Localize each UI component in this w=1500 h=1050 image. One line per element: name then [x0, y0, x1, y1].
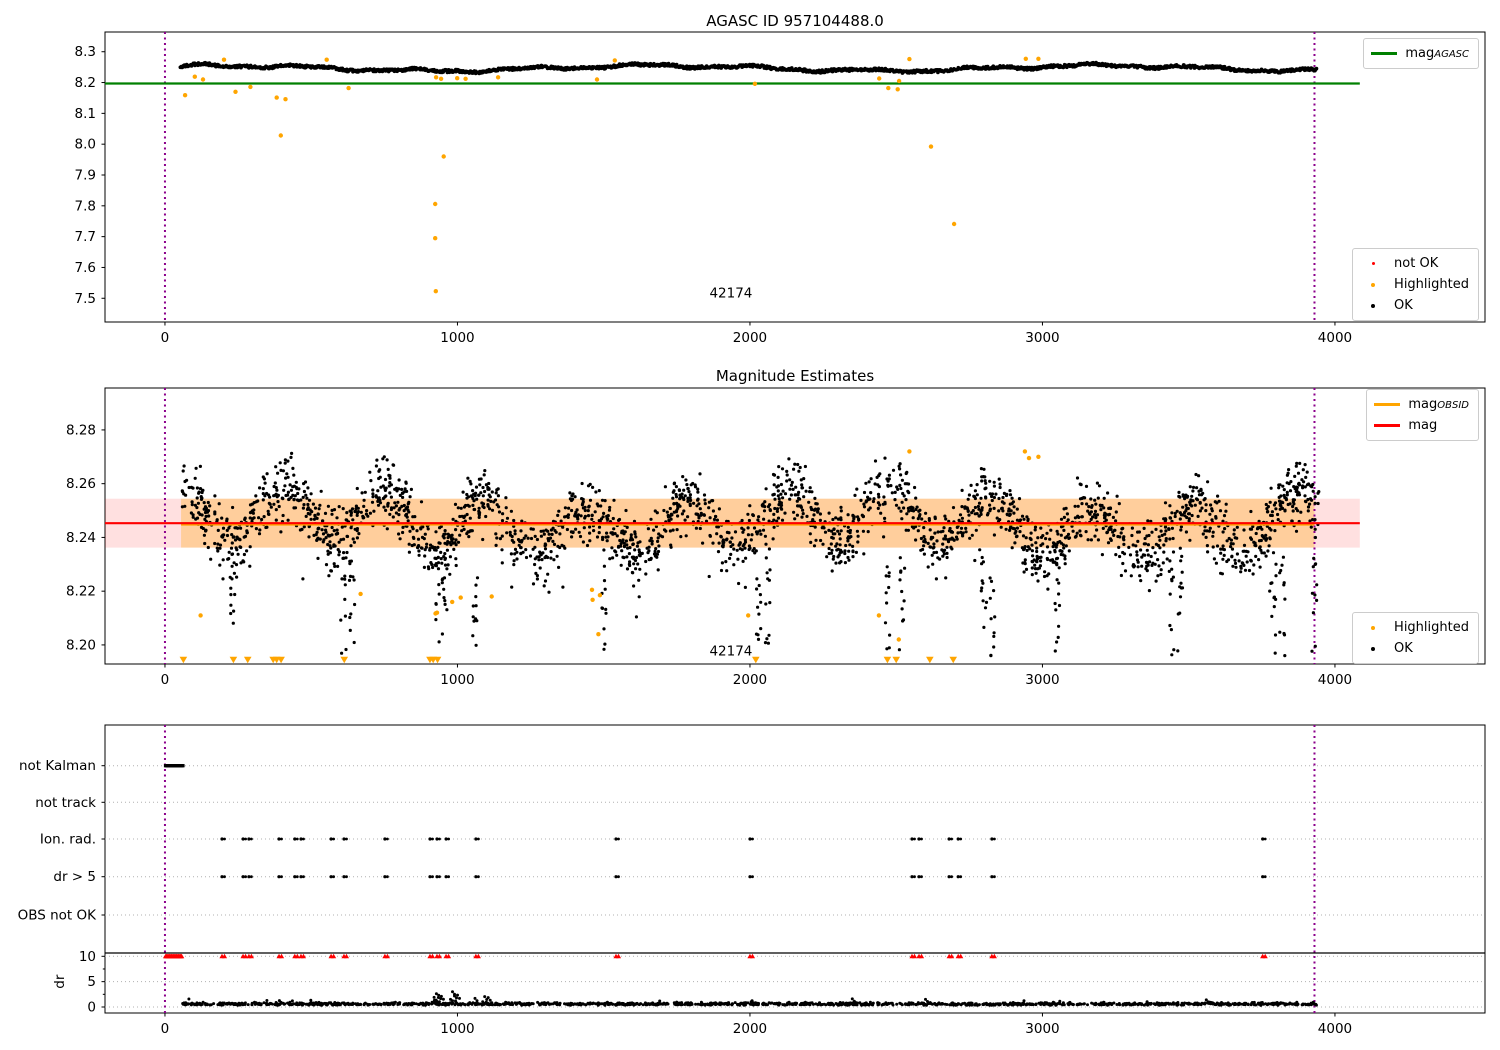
- svg-text:8.2: 8.2: [75, 75, 96, 91]
- legend-point-types-2: Highlighted OK: [1352, 612, 1479, 664]
- svg-text:3000: 3000: [1025, 672, 1059, 688]
- svg-text:8.1: 8.1: [75, 106, 96, 122]
- row-label: Ion. rad.: [40, 832, 96, 848]
- svg-text:10: 10: [79, 949, 96, 965]
- legend-mag-agasc: magAGASC: [1363, 38, 1479, 69]
- row-label: dr > 5: [53, 869, 96, 885]
- svg-text:3000: 3000: [1025, 1021, 1059, 1037]
- highlighted-points: [182, 56, 1041, 294]
- not-kalman-cluster: [163, 764, 185, 768]
- dot-swatch: [1360, 262, 1386, 265]
- legend-label: not OK: [1394, 256, 1439, 271]
- highlighted-points: [198, 449, 1041, 642]
- legend-item: not OK: [1360, 253, 1469, 274]
- line-swatch: [1374, 403, 1401, 406]
- dr-points: [181, 990, 1318, 1007]
- svg-text:2000: 2000: [733, 330, 767, 346]
- dr-axis-label: dr: [52, 974, 68, 989]
- panel-mag-estimates: 8.20 8.22 8.24 8.26 8.28 0 1000 2000 3000 4000 421…: [66, 387, 1486, 688]
- legend-label: magOBSID: [1408, 397, 1469, 412]
- svg-text:7.7: 7.7: [75, 229, 96, 245]
- ok-points: [180, 451, 1321, 658]
- dot-swatch: [1360, 646, 1386, 651]
- panel1-title: AGASC ID 957104488.0: [706, 12, 884, 30]
- svg-text:7.8: 7.8: [75, 198, 96, 214]
- panel2-title: Magnitude Estimates: [715, 367, 875, 385]
- obsid-annotation: 42174: [709, 286, 752, 302]
- svg-text:0: 0: [161, 672, 170, 688]
- svg-text:1000: 1000: [440, 330, 474, 346]
- svg-text:4000: 4000: [1318, 672, 1352, 688]
- dot-swatch: [1360, 303, 1386, 308]
- svg-text:8.3: 8.3: [75, 44, 96, 60]
- legend-label: Highlighted: [1394, 620, 1469, 635]
- ok-points: [178, 60, 1319, 76]
- row-label: not track: [35, 795, 96, 811]
- legend-item: mag: [1374, 415, 1469, 436]
- legend-label: Highlighted: [1394, 277, 1469, 292]
- svg-text:7.6: 7.6: [75, 260, 96, 276]
- svg-text:4000: 4000: [1318, 330, 1352, 346]
- dot-swatch: [1360, 625, 1386, 630]
- svg-text:2000: 2000: [733, 672, 767, 688]
- svg-text:8.28: 8.28: [66, 422, 96, 438]
- svg-text:3000: 3000: [1025, 330, 1059, 346]
- svg-text:0: 0: [161, 330, 170, 346]
- svg-text:0: 0: [87, 1000, 96, 1016]
- clipped-low-markers: [179, 656, 958, 664]
- row-label: OBS not OK: [18, 908, 98, 924]
- legend-label: OK: [1394, 641, 1413, 656]
- legend-label: OK: [1394, 298, 1413, 313]
- svg-text:8.24: 8.24: [66, 530, 96, 546]
- legend-item: OK: [1360, 295, 1469, 316]
- panel-flags: not Kalman not track Ion. rad. dr > 5 OBS no…: [18, 724, 1486, 1037]
- obsid-annotation: 42174: [709, 643, 752, 659]
- legend-item: magOBSID: [1374, 394, 1469, 415]
- svg-text:8.26: 8.26: [66, 476, 96, 492]
- flag-event-points: [220, 837, 1267, 879]
- svg-text:4000: 4000: [1318, 1021, 1352, 1037]
- legend-label: mag: [1408, 418, 1438, 433]
- legend-item: Highlighted: [1360, 617, 1469, 638]
- svg-text:5: 5: [87, 974, 96, 990]
- not-ok-points: [162, 953, 1268, 959]
- svg-text:1000: 1000: [440, 1021, 474, 1037]
- legend-label: magAGASC: [1405, 46, 1469, 61]
- row-label: not Kalman: [19, 758, 96, 774]
- legend-item: OK: [1360, 638, 1469, 659]
- svg-text:8.0: 8.0: [75, 137, 96, 153]
- line-swatch: [1374, 424, 1401, 427]
- panel-agasc-mags: 7.5 7.6 7.7 7.8 7.9 8.0 8.1 8.2 8.3 0 1000 2000 3000…: [75, 31, 1486, 346]
- legend-point-types-1: not OK Highlighted OK: [1352, 248, 1479, 321]
- svg-text:0: 0: [161, 1021, 170, 1037]
- line-swatch: [1371, 52, 1398, 55]
- dot-swatch: [1360, 282, 1386, 287]
- legend-mag-lines: magOBSID mag: [1366, 389, 1479, 441]
- legend-item: magAGASC: [1371, 43, 1469, 64]
- svg-text:8.20: 8.20: [66, 637, 96, 653]
- legend-item: Highlighted: [1360, 274, 1469, 295]
- svg-text:1000: 1000: [440, 672, 474, 688]
- svg-text:2000: 2000: [733, 1021, 767, 1037]
- svg-text:8.22: 8.22: [66, 584, 96, 600]
- svg-text:7.5: 7.5: [75, 291, 96, 307]
- svg-text:7.9: 7.9: [75, 167, 96, 183]
